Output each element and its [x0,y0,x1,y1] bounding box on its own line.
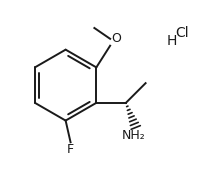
Text: O: O [111,32,121,45]
Text: F: F [67,143,74,156]
Text: NH₂: NH₂ [122,130,146,142]
Text: H: H [167,34,177,48]
Text: Cl: Cl [175,26,189,40]
